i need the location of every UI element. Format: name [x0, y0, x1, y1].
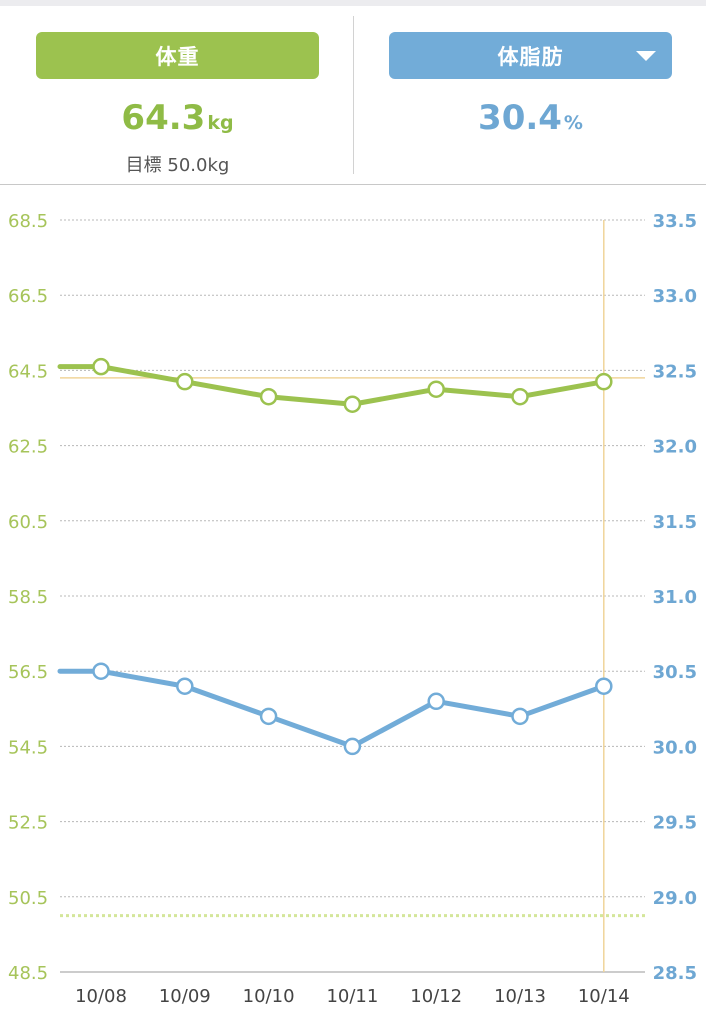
y-right-tick-label: 31.0: [653, 587, 697, 608]
x-tick-label: 10/10: [243, 986, 295, 1007]
x-tick-label: 10/14: [578, 986, 630, 1007]
y-right-tick-label: 33.0: [653, 286, 697, 307]
y-right-tick-label: 29.5: [653, 813, 697, 834]
body-fat-point: [343, 737, 362, 756]
weight-point: [511, 387, 529, 406]
y-right-tick-label: 32.0: [653, 437, 697, 458]
y-right-tick-label: 31.5: [653, 512, 697, 533]
weight-bodyfat-chart[interactable]: 48.5 50.5 52.5 54.5 56.5 58.5 60.5 62.5 64.5 66.5…: [0, 185, 706, 1024]
x-tick-label: 10/08: [75, 986, 127, 1007]
weight-unit: kg: [207, 112, 234, 134]
body-fat-point: [595, 677, 613, 695]
weight-value: 64.3: [121, 98, 206, 138]
body-fat-tab-label: 体脂肪: [497, 44, 564, 69]
body-fat-point: [92, 662, 110, 680]
y-left-tick-label: 62.5: [8, 437, 48, 458]
weight-point: [176, 372, 194, 391]
body-fat-select-button[interactable]: 体脂肪: [389, 32, 672, 79]
y-left-tick-label: 58.5: [8, 587, 48, 608]
y-left-tick-label: 48.5: [8, 963, 48, 984]
body-fat-point: [511, 707, 529, 726]
x-tick-label: 10/11: [326, 986, 378, 1007]
body-fat-value-display: 30.4%: [389, 98, 672, 138]
triangle-down-icon: [636, 51, 656, 61]
body-fat-value: 30.4: [478, 98, 562, 138]
weight-value-display: 64.3 kg: [36, 98, 319, 138]
y-right-tick-label: 33.5: [653, 211, 697, 232]
y-right-tick-label: 29.0: [653, 888, 697, 909]
weight-point: [427, 380, 445, 398]
y-right-tick-label: 32.5: [653, 361, 697, 382]
body-fat-unit: %: [563, 112, 583, 134]
x-tick-label: 10/12: [410, 986, 462, 1007]
weight-point: [595, 372, 613, 391]
y-right-tick-label: 30.0: [653, 737, 697, 758]
y-left-tick-label: 56.5: [8, 662, 48, 683]
weight-point: [92, 357, 110, 376]
weight-point: [343, 395, 362, 413]
y-left-tick-label: 54.5: [8, 737, 48, 758]
y-left-tick-label: 50.5: [8, 888, 48, 909]
summary-header: 体重 64.3 kg 目標 50.0kg 体脂肪 30.4%: [0, 6, 706, 184]
x-tick-label: 10/09: [159, 986, 211, 1007]
weight-series-line: [57, 364, 607, 407]
weight-tab-label: 体重: [155, 44, 200, 69]
y-left-tick-label: 60.5: [8, 512, 48, 533]
weight-tab-button[interactable]: 体重: [36, 32, 319, 79]
y-right-tick-label: 28.5: [653, 963, 697, 984]
body-fat-point: [176, 677, 194, 695]
header-divider: [353, 16, 354, 174]
y-left-tick-label: 66.5: [8, 286, 48, 307]
weight-goal: 目標 50.0kg: [125, 155, 230, 176]
x-tick-label: 10/13: [494, 986, 546, 1007]
y-left-tick-label: 64.5: [8, 361, 48, 382]
y-left-tick-label: 68.5: [8, 211, 48, 232]
y-left-tick-label: 52.5: [8, 813, 48, 834]
y-right-tick-label: 30.5: [653, 662, 697, 683]
header-bottom-border: [0, 184, 706, 185]
status-strip: [0, 0, 706, 6]
body-fat-series-line: [57, 668, 607, 749]
body-fat-point: [427, 692, 445, 711]
weight-point: [259, 387, 278, 406]
body-fat-point: [259, 707, 278, 726]
